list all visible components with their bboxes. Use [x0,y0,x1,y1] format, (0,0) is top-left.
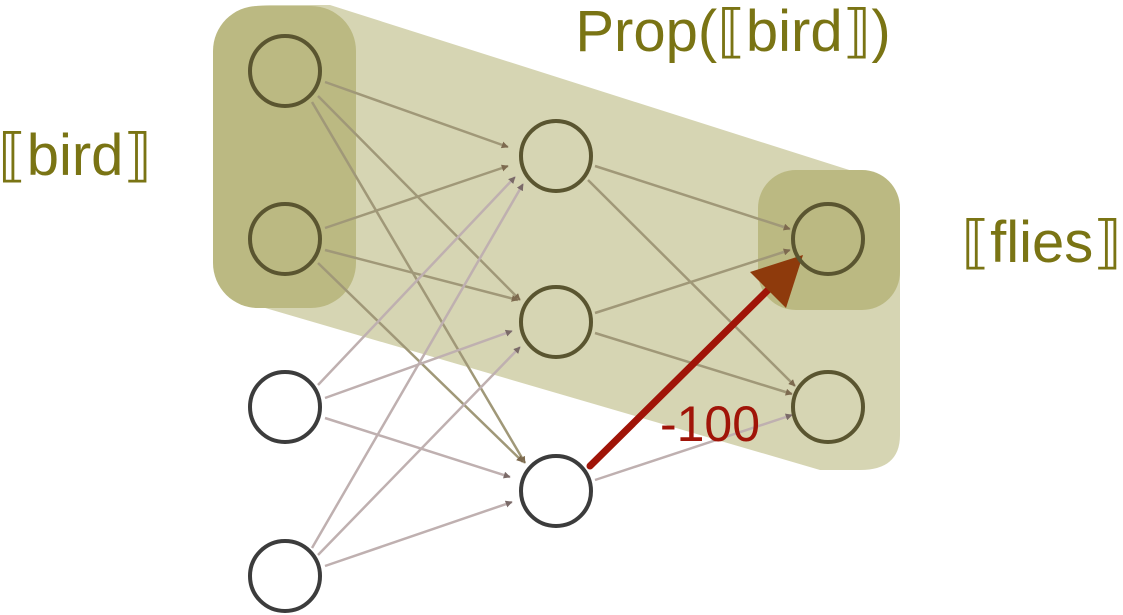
bird-input-edges [310,80,527,464]
hidden-node-3 [519,454,593,528]
plain-input-edges [310,176,793,568]
edge-h2-o1 [594,248,791,315]
negative-weight-arrowhead [750,255,803,308]
edge-in4-h2 [317,346,521,556]
hidden-node-1 [519,119,593,193]
prop-bird-region [215,5,900,470]
edge-h3-o2 [594,413,793,482]
input-node-3 [248,370,322,444]
prop-bird-label: Prop(⟦bird⟧) [575,0,890,64]
input-node-bird-1 [248,34,322,108]
bird-region [213,6,356,308]
weight-label: -100 [660,396,760,452]
edge-in3-h1 [317,176,516,386]
output-node-2 [791,370,865,444]
edge-in4-h3 [324,500,513,568]
edge-in2-h1 [324,164,509,230]
input-node-bird-2 [248,202,322,276]
bird-label: ⟦bird⟧ [0,123,152,188]
flies-label: ⟦flies⟧ [961,210,1122,275]
output-node-flies [791,202,865,276]
input-node-4 [248,539,322,613]
edge-h1-o1 [594,164,791,231]
negative-weight-edge [586,255,803,470]
edge-in1-h3 [310,101,527,464]
edge-in4-h1 [310,183,525,549]
hidden-node-2 [519,285,593,359]
edge-in1-h1 [324,80,509,149]
edge-in1-h2 [317,95,521,301]
edge-in3-h3 [324,416,511,479]
